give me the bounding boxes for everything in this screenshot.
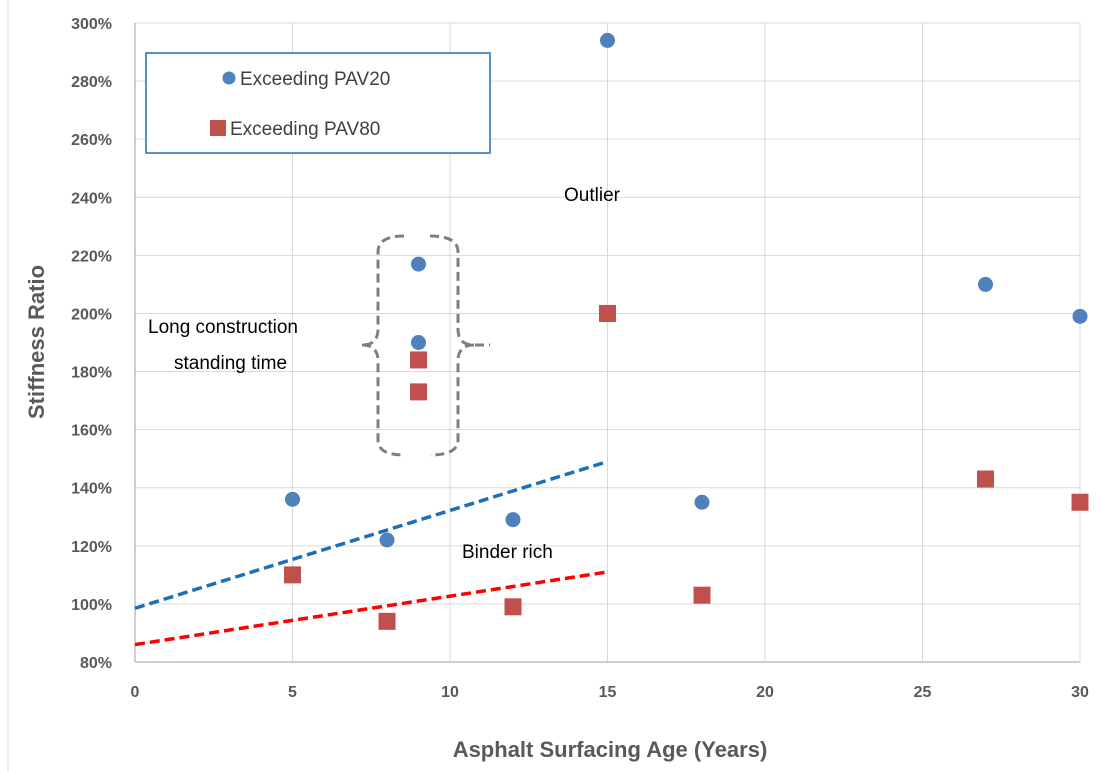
annotation-outlier: Outlier [564,185,621,206]
axes [134,23,1080,663]
x-tick-label: 30 [1071,684,1089,701]
point-pav20 [600,32,615,48]
legend-marker-pav20 [222,71,236,85]
point-pav80 [977,470,994,488]
legend-label-pav80: Exceeding PAV80 [230,119,380,140]
x-tick-label: 15 [599,684,617,701]
x-tick-label: 0 [131,684,140,701]
y-tick-label: 180% [71,365,112,382]
point-pav20 [285,491,300,507]
annotation-binder-rich: Binder rich [462,542,553,563]
point-pav20 [1072,308,1088,324]
x-tick-label: 10 [441,684,459,701]
point-pav20 [694,494,710,510]
y-tick-labels: 80% 100% 120% 140% 160% 180% 200% 220% 240% 260% 2… [71,16,112,672]
trendlines [134,459,609,647]
y-tick-label: 240% [71,190,112,207]
point-pav80 [378,612,396,630]
trendline-pav80 [134,570,608,647]
x-tick-labels: 0 5 10 15 20 25 30 [131,684,1089,701]
point-pav20 [411,256,426,272]
x-axis-title: Asphalt Surfacing Age (Years) [453,737,768,762]
point-pav20 [379,532,395,548]
y-tick-label: 160% [71,423,112,440]
point-pav80 [504,598,522,616]
y-tick-label: 220% [71,248,112,265]
x-tick-label: 20 [756,684,774,701]
point-pav20 [411,335,426,350]
point-pav20 [978,276,993,292]
point-pav80 [410,383,427,401]
y-tick-label: 300% [71,16,112,33]
trendline-pav20 [134,459,609,610]
y-tick-label: 200% [71,306,112,323]
x-tick-label: 5 [288,684,297,701]
point-pav80 [1071,493,1089,511]
y-tick-label: 140% [71,481,112,498]
legend: Exceeding PAV20 Exceeding PAV80 [145,52,491,154]
point-pav80 [410,351,427,369]
y-axis-title: Stiffness Ratio [24,265,49,419]
annotation-long-construction-line2: standing time [174,353,287,374]
point-pav80 [693,586,711,604]
legend-box [145,52,491,154]
y-tick-label: 280% [71,74,112,91]
legend-label-pav20: Exceeding PAV20 [240,69,390,90]
y-tick-label: 120% [71,539,112,556]
point-pav80 [599,304,616,322]
legend-marker-pav80 [210,120,226,136]
annotation-long-construction-line1: Long construction [148,317,298,338]
long-construction-bracket [361,234,490,457]
x-tick-label: 25 [914,684,932,701]
y-tick-label: 80% [80,655,112,672]
y-tick-label: 100% [71,597,112,614]
point-pav20 [505,512,521,528]
point-pav80 [284,566,301,584]
y-tick-label: 260% [71,132,112,149]
data-points [284,32,1089,630]
